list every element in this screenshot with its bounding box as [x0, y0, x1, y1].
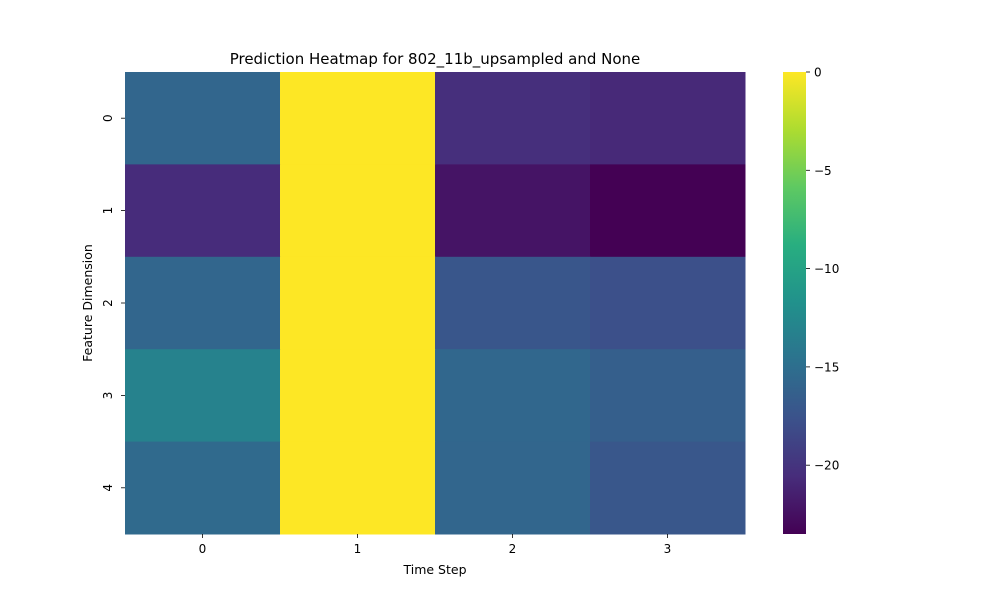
colorbar: [783, 72, 806, 534]
heatmap-cell: [435, 349, 591, 443]
heatmap-cell: [590, 72, 746, 165]
heatmap-cell: [435, 164, 591, 258]
heatmap-cell: [435, 72, 591, 165]
heatmap-cell: [435, 256, 591, 350]
x-axis-label: Time Step: [402, 562, 466, 577]
heatmap-cell: [280, 72, 436, 165]
x-tick-label: 0: [199, 542, 207, 556]
heatmap-cell: [125, 256, 281, 350]
y-axis-label: Feature Dimension: [80, 244, 95, 362]
heatmap-cell: [125, 72, 281, 165]
heatmap-cell: [590, 441, 746, 535]
y-tick-label: 4: [101, 484, 115, 492]
colorbar-ticks: 0 −5 −10 −15 −20: [806, 66, 839, 473]
y-tick-label: 1: [101, 207, 115, 215]
heatmap-cell: [280, 256, 436, 350]
colorbar-tick-label: −5: [814, 164, 832, 178]
heatmap-cell: [435, 441, 591, 535]
colorbar-tick-label: −15: [814, 360, 839, 374]
heatmap-cell: [125, 441, 281, 535]
heatmap-cell: [280, 349, 436, 443]
x-tick-label: 3: [664, 542, 672, 556]
y-tick-label: 3: [101, 392, 115, 400]
y-tick-label: 2: [101, 299, 115, 307]
heatmap-cell: [280, 441, 436, 535]
y-axis-ticks: 0 1 2 3 4: [101, 114, 125, 492]
colorbar-tick-label: −20: [814, 459, 839, 473]
heatmap-cell: [590, 164, 746, 258]
heatmap-cell: [590, 349, 746, 443]
x-tick-label: 1: [354, 542, 362, 556]
heatmap-cells: [125, 72, 746, 535]
x-axis-ticks: 0 1 2 3: [199, 534, 672, 556]
heatmap-cell: [125, 164, 281, 258]
heatmap-cell: [590, 256, 746, 350]
y-tick-label: 0: [101, 114, 115, 122]
heatmap-cell: [280, 164, 436, 258]
colorbar-tick-label: 0: [814, 66, 822, 80]
chart-title: Prediction Heatmap for 802_11b_upsampled…: [230, 50, 641, 69]
colorbar-tick-label: −10: [814, 262, 839, 276]
heatmap-cell: [125, 349, 281, 443]
x-tick-label: 2: [509, 542, 517, 556]
